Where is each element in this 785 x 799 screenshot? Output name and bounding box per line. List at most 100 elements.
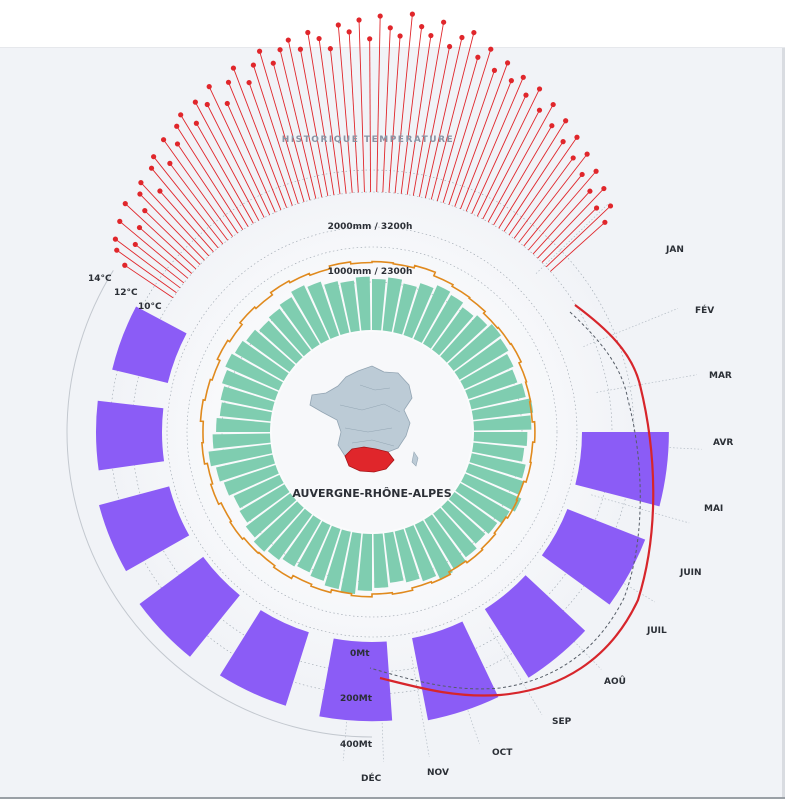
temp-dot-44 <box>428 32 434 39</box>
temp-dot-39 <box>377 13 383 19</box>
precip-bar-23 <box>433 507 477 558</box>
precip-bar-36 <box>267 508 313 561</box>
temp-stem-33 <box>318 38 341 195</box>
temp-dot-25 <box>246 79 252 86</box>
spoke-2 <box>596 374 698 393</box>
temp-dot-15 <box>174 141 181 147</box>
temp-dot-69 <box>593 205 600 211</box>
temp-stem-24 <box>233 67 288 208</box>
temp-stem-54 <box>465 77 524 212</box>
co2-bar-9 <box>575 432 669 507</box>
precip-bar-55 <box>291 285 330 344</box>
temp-dot-66 <box>593 168 599 174</box>
temp-dot-41 <box>397 33 403 39</box>
precip-bar-24 <box>424 514 466 569</box>
temp-dot-37 <box>356 17 362 23</box>
temp-dot-61 <box>560 139 566 145</box>
temp-dot-11 <box>148 165 155 171</box>
temp-stem-58 <box>487 104 554 223</box>
temp-stem-70 <box>545 205 611 268</box>
precip-bar-56 <box>307 281 340 339</box>
temp-stem-11 <box>151 167 219 249</box>
ring-1 <box>186 246 558 618</box>
temp-dot-31 <box>297 46 304 52</box>
temp-dot-3 <box>132 241 138 248</box>
precip-bar-12 <box>469 383 526 410</box>
inner-ring-label: 1000mm / 2300h <box>328 267 413 277</box>
temp-stem-5 <box>139 227 193 274</box>
precip-bar-15 <box>473 432 528 446</box>
month-label-mai: MAI <box>704 504 723 514</box>
precip-bar-51 <box>246 329 296 373</box>
temp-stem-19 <box>194 101 260 221</box>
temp-dot-36 <box>346 29 352 35</box>
temp-stem-61 <box>503 141 564 232</box>
temp-dot-4 <box>117 218 123 224</box>
precip-bar-37 <box>253 501 304 552</box>
temp-stem-30 <box>287 39 323 198</box>
month-label-avr: AVR <box>713 438 733 448</box>
precip-bar-0 <box>372 278 386 331</box>
temp-stem-47 <box>424 37 463 199</box>
temp-dot-48 <box>471 29 477 36</box>
temp-dot-64 <box>584 151 590 157</box>
temp-dot-24 <box>230 65 237 71</box>
co2-axis-0: 0Mt <box>350 649 370 659</box>
temp-dot-13 <box>167 160 173 166</box>
precip-bar-16 <box>472 442 525 462</box>
temp-stem-4 <box>119 221 189 279</box>
precip-bar-43 <box>208 444 273 467</box>
temp-dot-46 <box>446 43 453 50</box>
month-label-jan: JAN <box>665 245 684 255</box>
temp-dot-21 <box>206 84 212 90</box>
temp-dot-51 <box>491 67 498 73</box>
temp-dot-22 <box>224 100 230 107</box>
temp-stem-50 <box>442 49 492 203</box>
temp-stem-9 <box>140 182 210 257</box>
precip-bar-14 <box>473 415 532 431</box>
temp-stem-52 <box>454 62 508 207</box>
co2-bar-3 <box>139 556 240 657</box>
temp-dot-58 <box>550 101 556 108</box>
temp-dot-30 <box>285 37 291 43</box>
temp-stem-1 <box>116 249 177 294</box>
top-strip <box>0 0 785 48</box>
temp-dot-71 <box>602 219 608 225</box>
temp-dot-40 <box>387 25 393 31</box>
temp-dot-60 <box>563 118 569 124</box>
temp-dot-45 <box>441 19 447 25</box>
temp-dot-14 <box>160 137 167 143</box>
precip-bar-21 <box>448 491 498 534</box>
month-label-juin: JUIN <box>679 568 702 578</box>
temp-dot-63 <box>570 155 576 161</box>
co2-bar-1 <box>96 400 165 471</box>
temp-stem-53 <box>460 80 512 210</box>
precip-bar-41 <box>223 464 279 496</box>
temp-dot-0 <box>122 262 128 268</box>
spoke-6 <box>530 595 602 670</box>
month-label-sep: SEP <box>552 717 572 727</box>
temp-stem-59 <box>493 125 553 226</box>
precip-bar-33 <box>310 525 341 581</box>
precip-bar-18 <box>465 463 525 495</box>
precip-bar-6 <box>431 307 474 356</box>
temp-dot-67 <box>587 188 593 194</box>
temp-stem-8 <box>139 193 205 261</box>
temp-dot-23 <box>225 79 232 85</box>
spoke-0 <box>535 202 610 274</box>
spoke-8 <box>445 647 480 745</box>
temp-stem-34 <box>329 48 347 194</box>
temp-dot-33 <box>316 35 322 42</box>
temp-stem-18 <box>195 123 254 224</box>
precip-bar-52 <box>259 320 303 364</box>
temp-stem-46 <box>418 46 451 197</box>
temp-dot-50 <box>488 46 494 52</box>
temp-dot-68 <box>601 185 607 192</box>
temp-stem-28 <box>272 63 311 201</box>
temp-dot-43 <box>419 24 425 30</box>
precip-bar-7 <box>440 315 488 363</box>
month-label-dec: DÉC <box>361 772 382 784</box>
temp-dot-62 <box>574 134 580 140</box>
precip-bar-4 <box>413 285 451 343</box>
trend-solid-line <box>379 304 655 697</box>
